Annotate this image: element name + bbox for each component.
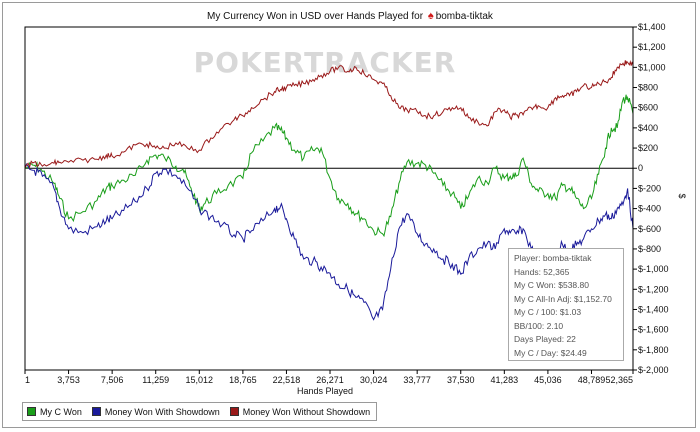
tooltip-player: Player: bomba-tiktak (514, 253, 592, 263)
y-tick-label: $1,400 (638, 22, 666, 32)
y-tick-label: $1,200 (638, 42, 666, 52)
y-tick-label: $-1,000 (638, 264, 669, 274)
legend-label: My C Won (40, 406, 82, 417)
x-tick-label: 30,024 (360, 375, 388, 385)
x-tick-label: 48,789 (578, 375, 606, 385)
series-line-my-c-won (24, 94, 634, 238)
watermark: POKERTRACKER (194, 46, 457, 79)
legend-swatch-green (27, 407, 36, 416)
x-tick-label: 52,365 (605, 375, 633, 385)
legend-item-non-showdown[interactable]: Money Won Without Showdown (229, 406, 371, 417)
tooltip-hands: Hands: 52,365 (514, 266, 570, 277)
legend-label: Money Won With Showdown (104, 406, 220, 417)
x-axis: 1 3,753 7,506 11,259 15,012 18,765 22,518 26,27… (24, 370, 634, 385)
legend-swatch-red (229, 407, 239, 416)
tooltip-allin: My C All-In Adj: $1,152.70 (514, 293, 612, 304)
legend-swatch-blue (91, 407, 101, 416)
y-tick-label: $-1,200 (638, 284, 669, 294)
y-tick-label: $-600 (638, 224, 661, 234)
x-tick-label: 7,506 (101, 375, 124, 385)
tooltip-bb100: BB/100: 2.10 (514, 320, 564, 331)
legend: My C Won Money Won With Showdown Money W… (22, 402, 378, 421)
y-tick-label: $-2,000 (638, 365, 669, 375)
legend-item-my-c-won[interactable]: My C Won (27, 407, 82, 417)
chart-title: My Currency Won in USD over Hands Played… (0, 10, 700, 22)
x-tick-label: 37,530 (447, 375, 475, 385)
x-tick-label: 15,012 (186, 375, 214, 385)
y-tick-label: $400 (638, 123, 658, 133)
legend-item-showdown[interactable]: Money Won With Showdown (91, 406, 220, 417)
y-axis: $-2,000 $-1,800 $-1,600 $-1,400 $-1,200 $-1,0… (633, 22, 669, 375)
chart-title-text: My Currency Won in USD over Hands Played… (207, 11, 424, 22)
x-axis-label: Hands Played (297, 386, 353, 396)
x-tick-label: 11,259 (142, 375, 169, 385)
y-tick-label: $600 (638, 103, 658, 113)
stats-tooltip: Player: bomba-tiktak Hands: 52,365 My C … (508, 248, 624, 361)
y-tick-label: $-400 (638, 204, 661, 214)
plot-area (24, 26, 634, 371)
y-tick-label: 0 (638, 163, 643, 173)
y-tick-label: $-200 (638, 183, 661, 193)
series-line-money-won-without-showdown (24, 60, 634, 169)
y-tick-label: $-1,400 (638, 304, 669, 314)
x-tick-label: 22,518 (273, 375, 301, 385)
tooltip-perday: My C / Day: $24.49 (514, 347, 587, 358)
x-tick-label: 18,765 (229, 375, 257, 385)
y-axis-label: $ (677, 193, 687, 198)
y-tick-label: $-800 (638, 244, 661, 254)
y-tick-label: $800 (638, 83, 658, 93)
y-tick-label: $1,000 (638, 62, 666, 72)
x-tick-label: 1 (25, 375, 30, 385)
y-tick-label: $-1,600 (638, 325, 669, 335)
x-tick-label: 33,777 (403, 375, 431, 385)
x-tick-label: 45,036 (534, 375, 562, 385)
x-tick-label: 3,753 (57, 375, 80, 385)
x-tick-label: 26,271 (316, 375, 344, 385)
spade-icon: ♠ (427, 10, 434, 22)
x-tick-label: 41,283 (491, 375, 519, 385)
y-tick-label: $-1,800 (638, 345, 669, 355)
y-tick-label: $200 (638, 143, 658, 153)
chart-title-player: bomba-tiktak (435, 11, 493, 22)
tooltip-won: My C Won: $538.80 (514, 280, 589, 290)
tooltip-per100: My C / 100: $1.03 (514, 307, 582, 317)
legend-label: Money Won Without Showdown (242, 406, 371, 417)
tooltip-days: Days Played: 22 (514, 334, 576, 344)
